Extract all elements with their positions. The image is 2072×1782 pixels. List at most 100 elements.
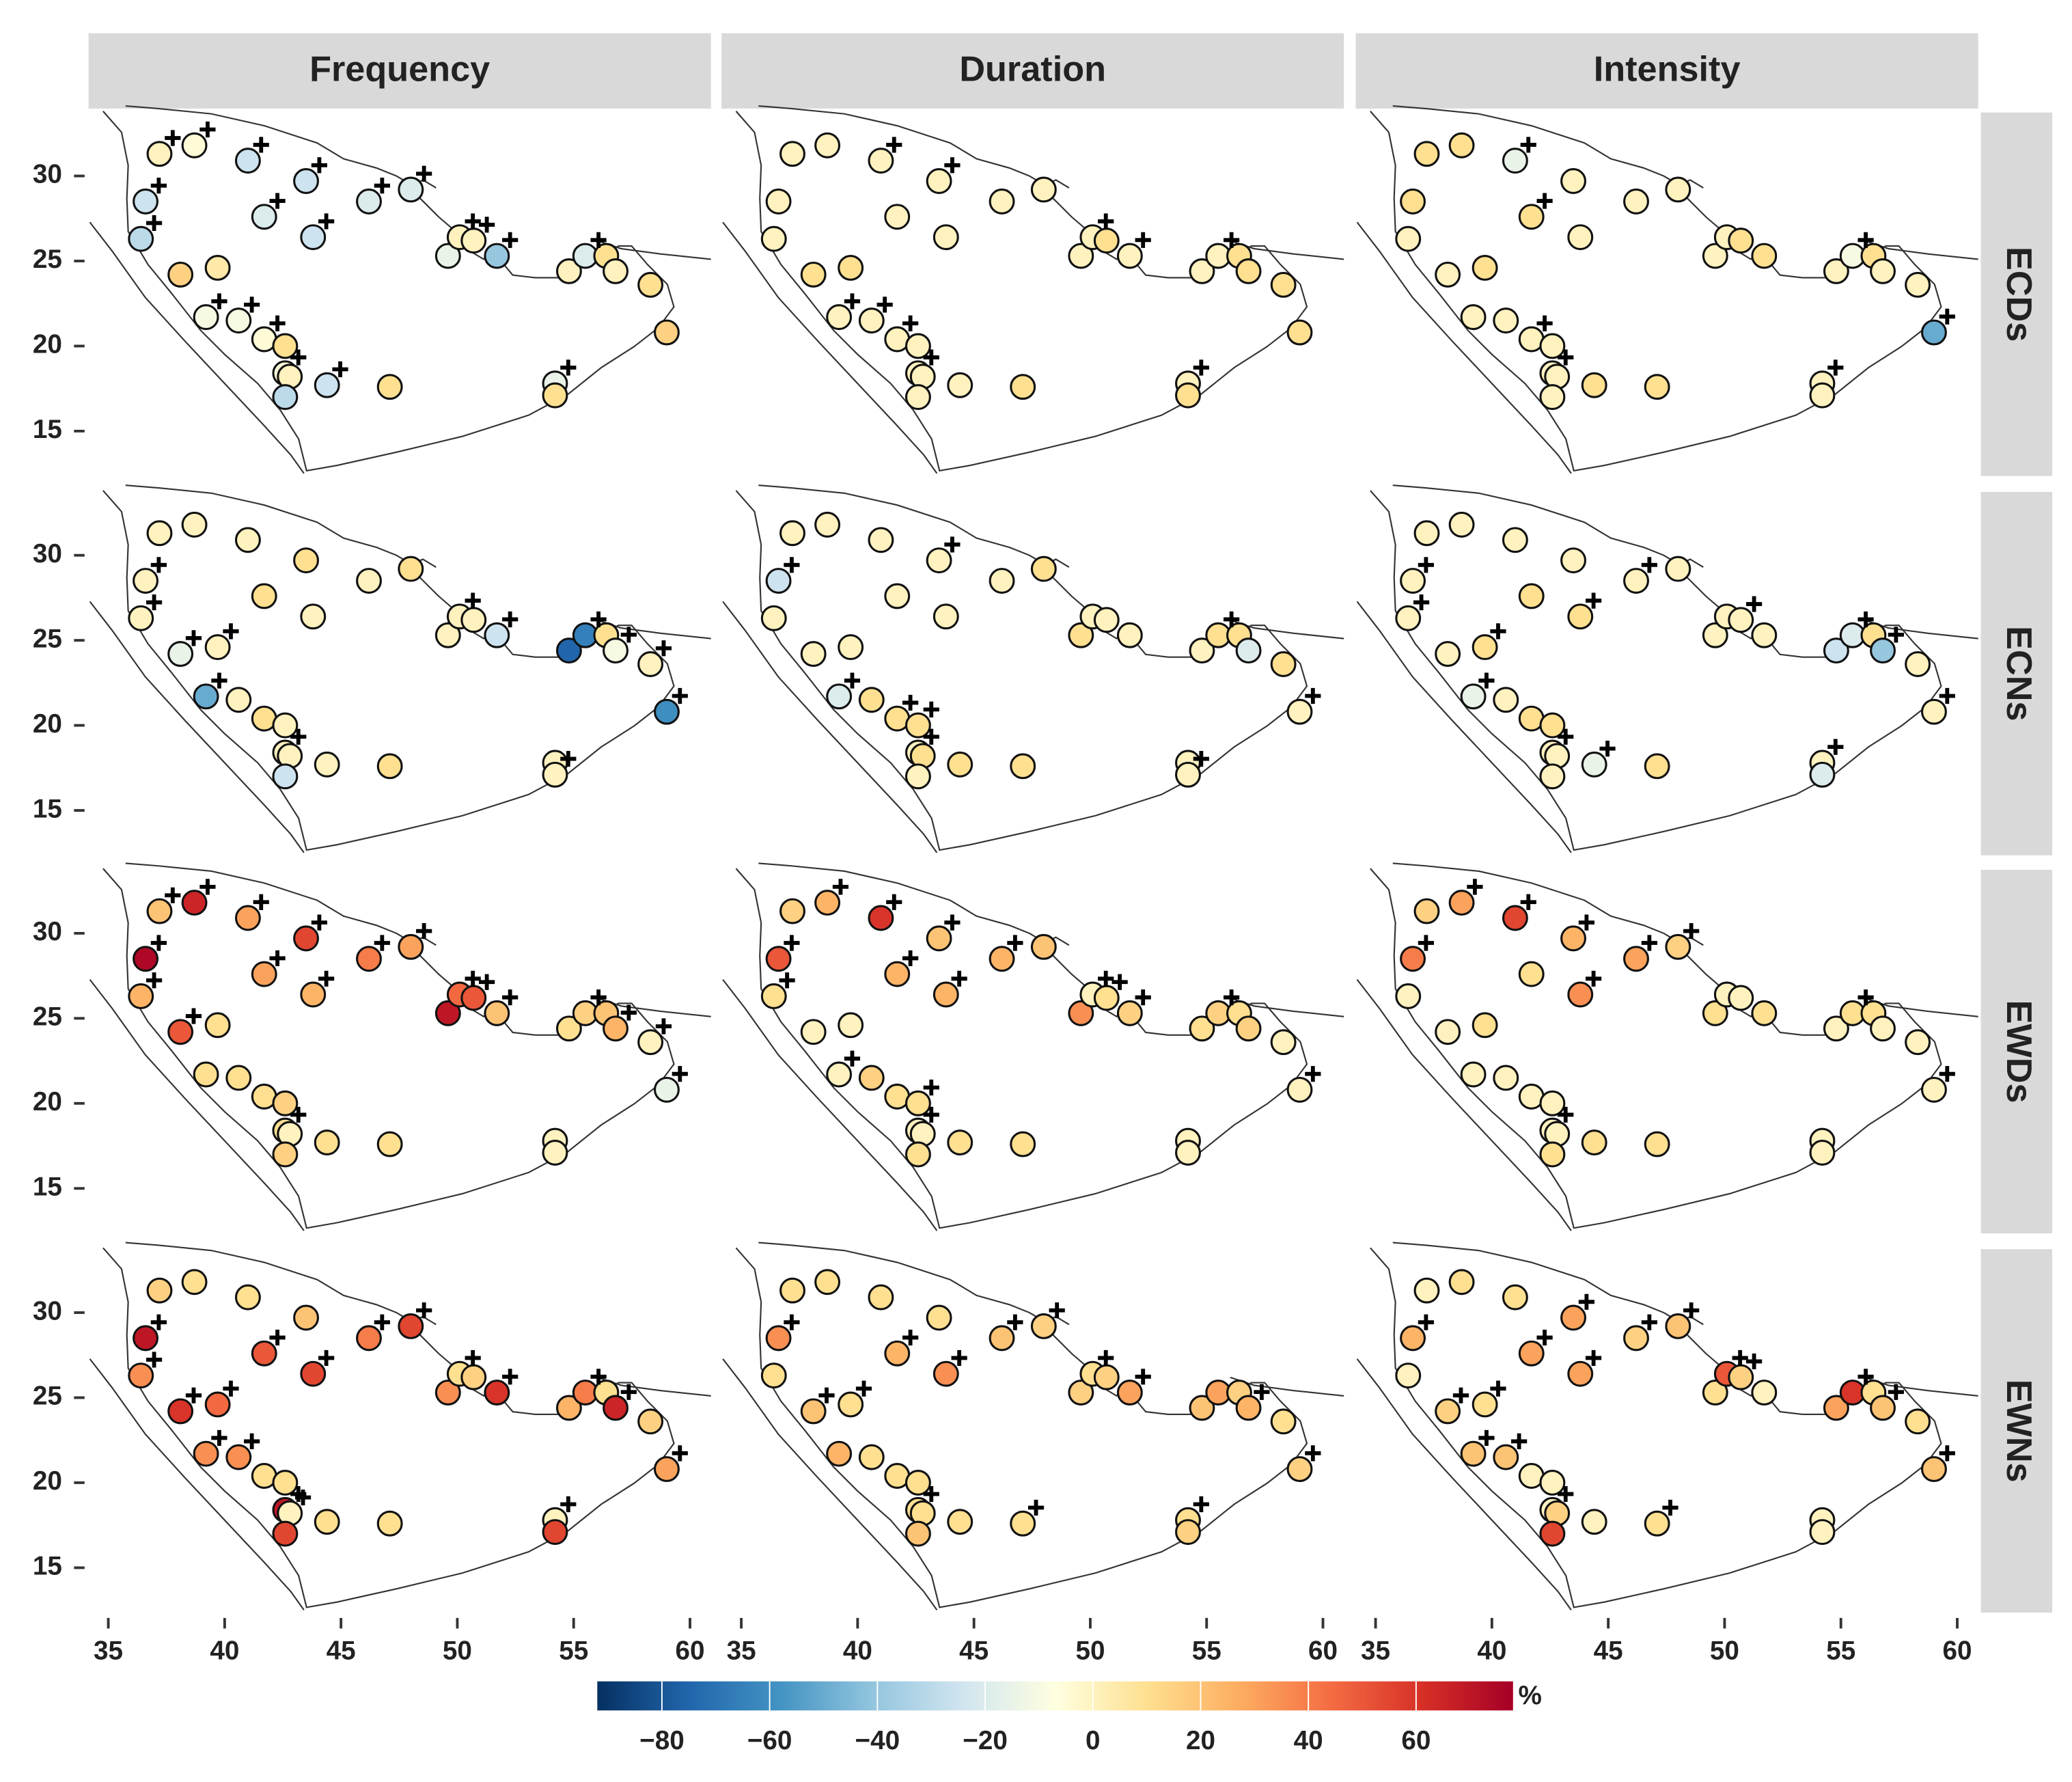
panel-background	[88, 112, 711, 476]
station-point	[356, 188, 382, 215]
station-point	[1068, 243, 1094, 269]
station-point	[1751, 1380, 1778, 1406]
station-point	[800, 641, 827, 668]
significance-plus	[211, 1429, 227, 1447]
station-point	[926, 1304, 952, 1331]
station-point	[1235, 1015, 1262, 1042]
station-point	[1870, 258, 1896, 284]
station-point	[603, 258, 628, 284]
x-tick-label: 40	[843, 1636, 872, 1665]
significance-plus	[1732, 1349, 1748, 1367]
station-point	[484, 622, 510, 648]
significance-plus	[465, 592, 481, 609]
significance-plus	[150, 935, 167, 951]
station-point	[133, 946, 158, 972]
significance-plus	[311, 914, 327, 931]
station-point	[1518, 961, 1545, 987]
significance-plus	[1641, 1314, 1657, 1330]
station-point	[434, 622, 461, 648]
station-point	[146, 520, 173, 547]
significance-plus	[1490, 623, 1506, 640]
station-point	[838, 1391, 864, 1418]
x-tick-label: 40	[210, 1636, 239, 1665]
significance-plus	[269, 315, 286, 331]
significance-plus	[1585, 1349, 1602, 1367]
significance-plus	[465, 213, 481, 230]
station-point	[398, 933, 424, 960]
station-point	[826, 1440, 853, 1467]
colorbar-tick-label: 20	[1186, 1726, 1215, 1755]
significance-plus	[1193, 1496, 1209, 1513]
station-point	[814, 1269, 841, 1296]
station-point	[1493, 1444, 1519, 1470]
significance-plus	[416, 1302, 432, 1319]
y-tick-label: 30	[33, 1296, 62, 1326]
station-point	[251, 961, 277, 987]
station-point	[858, 1444, 885, 1470]
station-point	[225, 1065, 252, 1091]
station-point	[1448, 132, 1475, 159]
station-point	[989, 946, 1015, 972]
significance-plus	[844, 672, 861, 689]
panel-background	[721, 112, 1344, 476]
significance-plus	[1520, 137, 1536, 153]
station-point	[128, 225, 154, 252]
station-point	[947, 1509, 973, 1535]
significance-plus	[779, 972, 795, 989]
station-point	[603, 1395, 628, 1421]
significance-plus	[1857, 611, 1874, 628]
station-point	[1068, 1380, 1094, 1406]
station-point	[1809, 1519, 1836, 1546]
x-tick-label: 40	[1477, 1636, 1506, 1665]
significance-plus	[844, 1050, 861, 1067]
station-point	[314, 372, 340, 398]
station-point	[484, 1000, 510, 1026]
significance-plus	[590, 611, 607, 628]
significance-plus	[1599, 741, 1616, 757]
station-point	[314, 1509, 340, 1535]
significance-plus	[923, 1079, 939, 1096]
station-point	[904, 1470, 931, 1496]
station-point	[765, 568, 792, 594]
station-point	[1560, 1304, 1587, 1331]
significance-plus	[560, 359, 577, 376]
significance-plus	[1452, 1387, 1469, 1403]
significance-plus	[416, 165, 432, 182]
station-point	[193, 304, 219, 331]
significance-plus	[146, 215, 163, 232]
station-point	[933, 224, 959, 251]
significance-plus	[590, 1369, 607, 1385]
station-point	[1030, 933, 1057, 960]
station-point	[1010, 753, 1036, 780]
station-point	[653, 1076, 680, 1103]
station-point	[1905, 271, 1931, 298]
station-point	[1809, 761, 1836, 788]
significance-plus	[1413, 594, 1430, 611]
station-point	[947, 372, 973, 398]
significance-plus	[374, 935, 390, 951]
significance-plus	[185, 1387, 202, 1403]
significance-plus	[923, 1485, 939, 1503]
significance-plus	[620, 627, 637, 643]
significance-plus	[318, 970, 335, 987]
station-point	[1472, 254, 1498, 281]
significance-plus	[1305, 687, 1321, 704]
significance-plus	[1558, 1106, 1574, 1123]
station-point	[1093, 607, 1120, 633]
station-point	[314, 751, 340, 778]
panel	[1355, 862, 1979, 1233]
station-point	[555, 258, 582, 284]
station-point	[1460, 1440, 1487, 1467]
significance-plus	[1683, 922, 1700, 940]
station-point	[1920, 698, 1947, 725]
station-point	[868, 527, 894, 553]
station-point	[460, 228, 487, 254]
y-tick-label: 20	[33, 1087, 62, 1116]
station-point	[293, 168, 320, 194]
significance-plus	[1007, 1314, 1023, 1330]
station-point	[434, 243, 461, 269]
station-point	[858, 1065, 885, 1091]
station-point	[542, 761, 568, 788]
x-tick-label: 50	[1075, 1636, 1105, 1665]
